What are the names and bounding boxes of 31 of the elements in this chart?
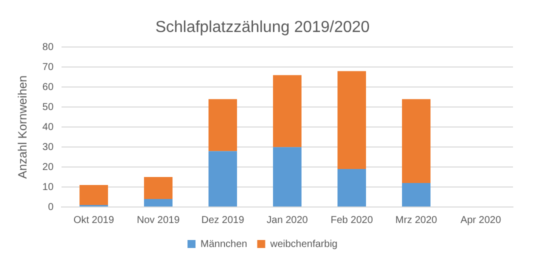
y-tick-label: 0 xyxy=(48,202,54,213)
y-tick-label: 30 xyxy=(42,142,54,153)
legend-label: Männchen xyxy=(200,238,248,250)
bar xyxy=(208,99,238,152)
bar xyxy=(208,151,238,206)
bar xyxy=(273,75,302,148)
bar xyxy=(144,177,173,200)
x-tick-label: Feb 2020 xyxy=(330,214,374,226)
bar xyxy=(402,183,431,206)
x-tick-label: Dez 2019 xyxy=(201,214,245,226)
bar xyxy=(338,169,366,206)
legend-label: weibchenfarbig xyxy=(269,238,338,250)
y-tick-label: 10 xyxy=(42,182,54,193)
y-tick-label: 80 xyxy=(42,42,54,53)
x-tick-label: Jan 2020 xyxy=(266,214,308,226)
y-axis-title: Anzahl Kornweihen xyxy=(16,75,30,179)
bar xyxy=(402,99,431,184)
bar xyxy=(273,147,302,206)
x-tick-label: Okt 2019 xyxy=(73,214,114,226)
bar xyxy=(80,185,108,206)
y-tick-label: 50 xyxy=(42,102,54,113)
y-tick-label: 40 xyxy=(42,122,54,133)
x-tick-label: Mrz 2020 xyxy=(395,214,438,226)
bar xyxy=(338,71,366,170)
x-tick-label: Nov 2019 xyxy=(136,214,180,226)
chart-title: Schlafplatzzählung 2019/2020 xyxy=(155,19,370,36)
bar xyxy=(144,199,173,206)
y-tick-label: 70 xyxy=(42,62,54,73)
x-tick-label: Apr 2020 xyxy=(460,214,502,226)
y-tick-label: 20 xyxy=(42,162,54,173)
y-tick-label: 60 xyxy=(42,82,54,93)
